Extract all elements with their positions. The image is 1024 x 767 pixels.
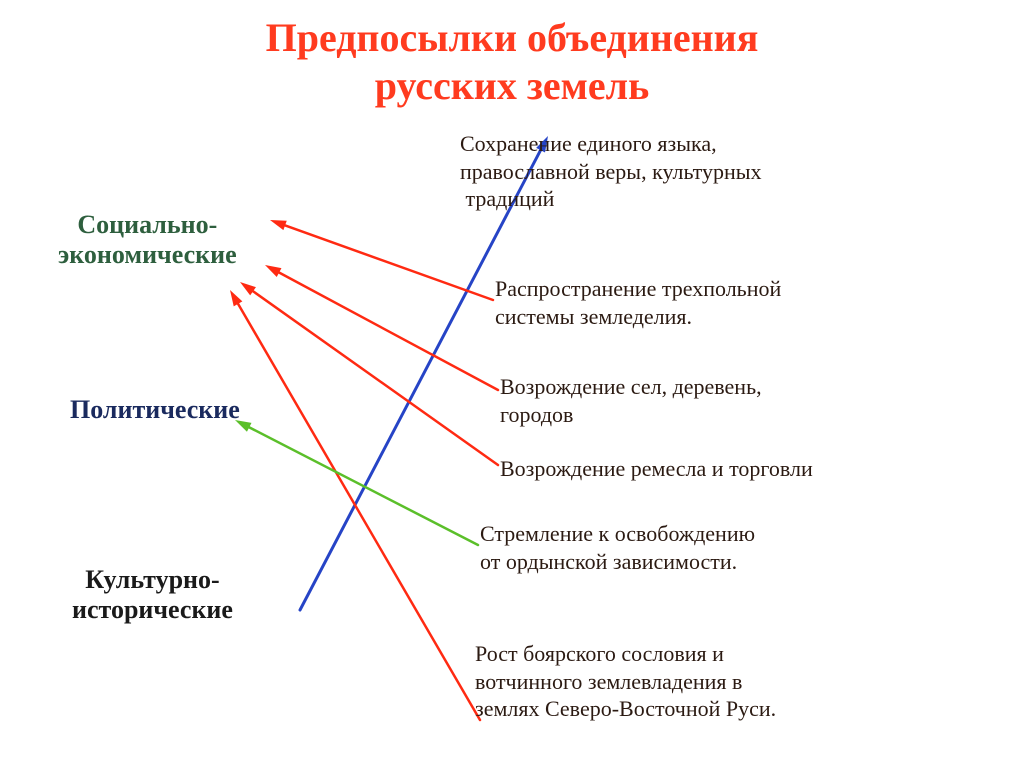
detail-d5: Стремление к освобождению от ордынской з…	[480, 520, 755, 575]
slide: Предпосылки объединения русских земель С…	[0, 0, 1024, 767]
arrow-a-red2-d3	[265, 265, 498, 390]
title-line2: русских земель	[0, 62, 1024, 109]
detail-d2: Распространение трехпольной системы земл…	[495, 275, 781, 330]
arrow-a-red3-d4	[240, 282, 498, 465]
detail-d1: Сохранение единого языка, православной в…	[460, 130, 762, 213]
category-political-line1: Политические	[70, 395, 240, 425]
detail-d6: Рост боярского сословия и вотчинного зем…	[475, 640, 776, 723]
category-socio-line1: Социально-	[58, 210, 237, 240]
category-cultural: Культурно-исторические	[72, 565, 233, 625]
arrow-a-green-d5	[235, 420, 478, 545]
detail-d3: Возрождение сел, деревень, городов	[500, 373, 762, 428]
category-socio: Социально-экономические	[58, 210, 237, 270]
category-cultural-line1: Культурно-	[72, 565, 233, 595]
detail-d4: Возрождение ремесла и торговли	[500, 455, 813, 483]
category-cultural-line2: исторические	[72, 595, 233, 625]
arrow-a-red1-d2	[270, 220, 493, 300]
category-socio-line2: экономические	[58, 240, 237, 270]
arrow-a-red4-d6	[230, 290, 480, 720]
category-political: Политические	[70, 395, 240, 425]
title-line1: Предпосылки объединения	[0, 14, 1024, 61]
